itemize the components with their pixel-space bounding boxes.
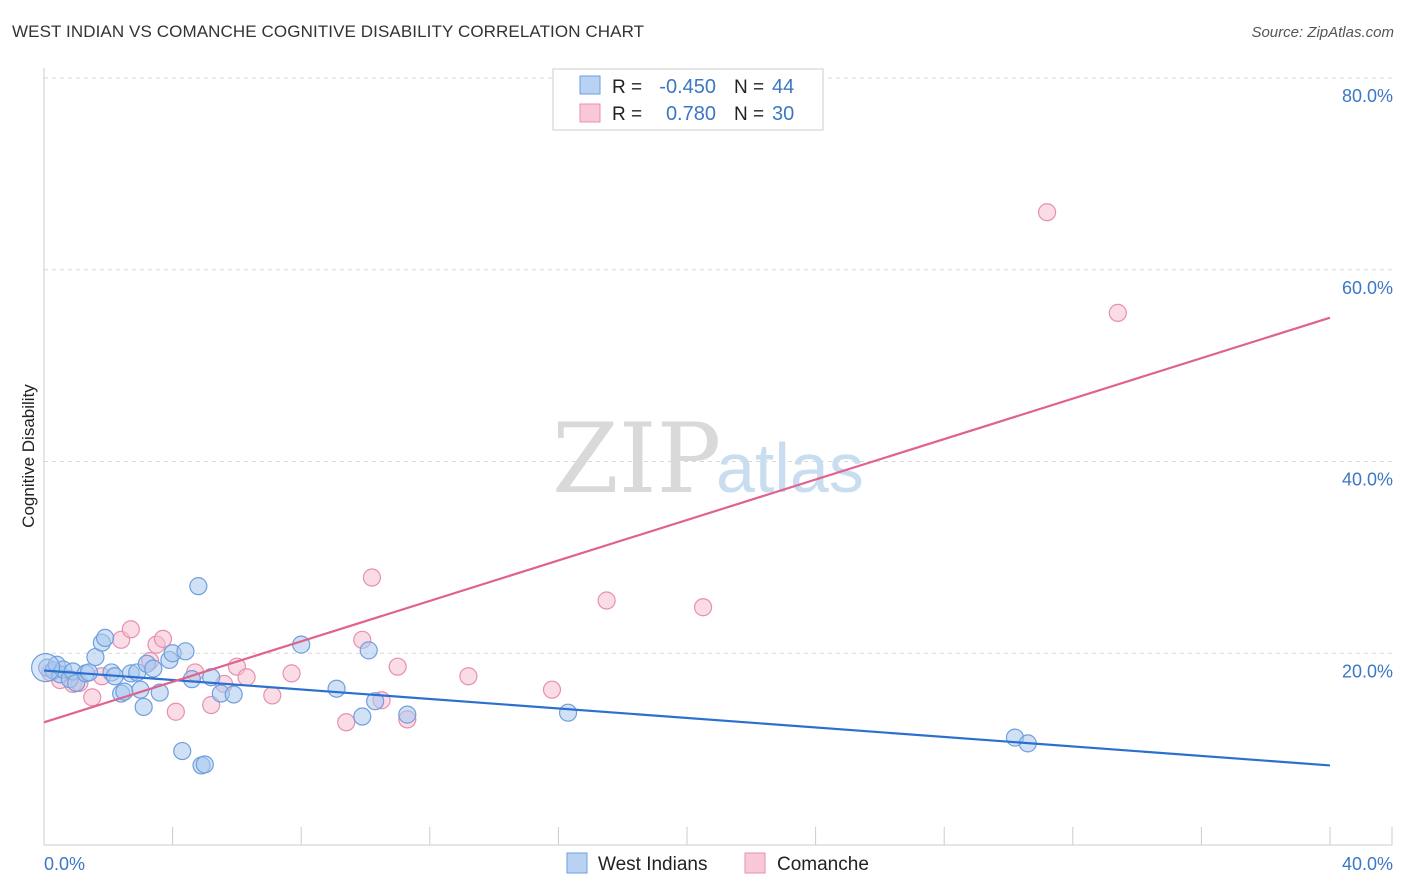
comanche-point	[153, 629, 173, 648]
watermark-zip: ZIP	[552, 403, 721, 515]
source-label: Source: ZipAtlas.com	[1251, 24, 1394, 41]
stats-r-label-2: R =	[612, 104, 642, 125]
legend: West Indians Comanche	[566, 852, 869, 875]
comanche-point	[337, 713, 356, 732]
comanche-trend-line	[43, 316, 1331, 724]
stats-n-value-1: 44	[772, 76, 794, 98]
comanche-point	[459, 667, 478, 686]
comanche-point	[83, 688, 102, 707]
y-tick-label: 80.0%	[1342, 86, 1393, 106]
stats-swatch-west-indians	[579, 75, 601, 95]
west-indians-point	[31, 653, 61, 683]
comanche-point	[388, 657, 407, 676]
comanche-point	[693, 598, 713, 617]
chart-title: WEST INDIAN VS COMANCHE COGNITIVE DISABI…	[12, 22, 645, 41]
west-indians-point	[189, 577, 208, 596]
y-tick-label: 20.0%	[1342, 661, 1393, 681]
west-indians-point	[95, 628, 115, 648]
x-tick-label: 0.0%	[44, 854, 85, 874]
comanche-point	[237, 668, 256, 687]
legend-swatch-comanche	[744, 852, 766, 874]
west-indians-point	[195, 755, 214, 774]
y-axis-label: Cognitive Disability	[19, 384, 38, 528]
comanche-point	[1037, 203, 1057, 222]
west-indians-point	[134, 697, 153, 717]
stats-n-label-2: N =	[734, 104, 764, 125]
comanche-point	[362, 568, 382, 587]
comanche-point	[1108, 303, 1127, 322]
comanche-point	[282, 664, 301, 683]
comanche-point	[597, 591, 616, 610]
axes: 20.0% 40.0% 60.0% 80.0% 0.0% 40.0%	[43, 68, 1393, 874]
west-indians-point	[224, 685, 243, 704]
comanche-point	[263, 686, 282, 705]
west-indians-point	[176, 642, 195, 661]
watermark-atlas: atlas	[716, 429, 864, 507]
stats-r-label-1: R =	[612, 77, 642, 98]
stats-box: R = -0.450 N = 44 R = 0.780 N = 30	[552, 68, 824, 131]
west-indians-point	[144, 659, 163, 678]
x-tick-label: 40.0%	[1342, 854, 1393, 874]
west-indians-point	[327, 679, 346, 698]
legend-label-west-indians: West Indians	[598, 854, 707, 875]
west-indians-point	[398, 705, 417, 724]
y-tick-label: 60.0%	[1342, 278, 1393, 298]
west-indians-trend-line	[43, 669, 1331, 767]
stats-n-value-2: 30	[772, 103, 794, 125]
west-indians-point	[558, 703, 578, 722]
stats-r-value-1: -0.450	[659, 76, 716, 98]
comanche-point	[166, 702, 185, 721]
stats-r-value-2: 0.780	[666, 103, 716, 125]
y-tick-label: 40.0%	[1342, 470, 1393, 490]
grid-lines	[44, 77, 1392, 654]
west-indians-point	[353, 707, 372, 726]
stats-swatch-comanche	[579, 103, 601, 123]
legend-swatch-west-indians	[566, 852, 588, 874]
comanche-point	[121, 620, 140, 639]
west-indians-point	[173, 741, 192, 761]
legend-label-comanche: Comanche	[777, 854, 869, 875]
stats-n-label-1: N =	[734, 77, 764, 98]
trend-lines	[43, 316, 1331, 767]
west-indians-point	[366, 692, 385, 711]
west-indians-point	[359, 641, 378, 660]
comanche-point	[542, 680, 562, 699]
